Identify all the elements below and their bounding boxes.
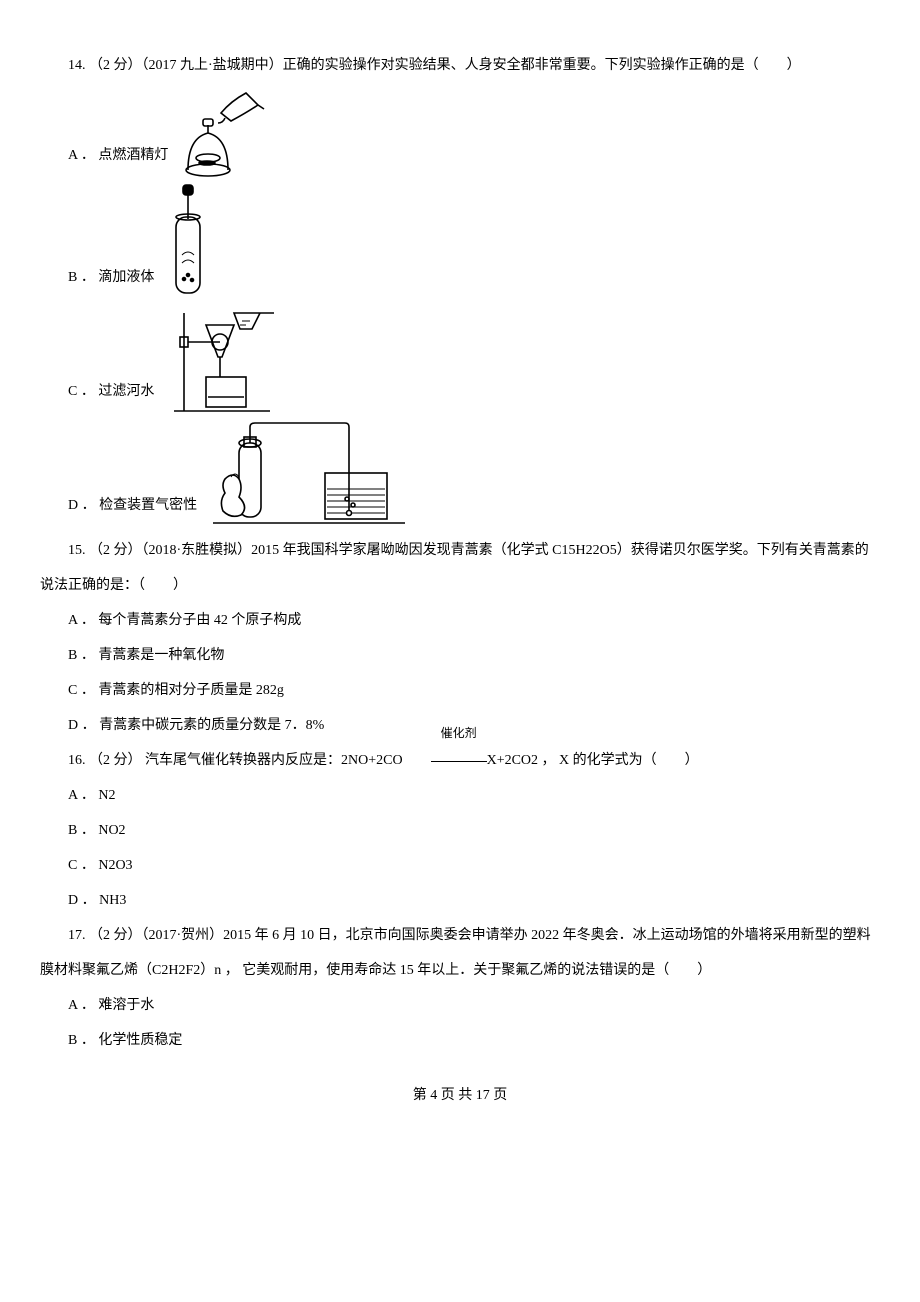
q15-stem: 15. （2 分）（2018·东胜模拟）2015 年我国科学家屠呦呦因发现青蒿素…: [40, 533, 880, 603]
page-footer: 第 4 页 共 17 页: [40, 1078, 880, 1113]
q17-option-a: A ． 难溶于水: [40, 988, 880, 1023]
q16-stem: 16. （2 分） 汽车尾气催化转换器内反应是：2NO+2CO催化剂X+2CO2…: [40, 743, 880, 778]
q14-a-figure: [176, 83, 266, 179]
q16-option-c: C ． N2O3: [40, 848, 880, 883]
q14-c-label: C ． 过滤河水: [68, 374, 154, 415]
q14-option-a: A ． 点燃酒精灯: [68, 83, 880, 179]
q14-d-figure: [205, 419, 415, 529]
reaction-arrow: 催化剂: [403, 743, 487, 778]
q16-option-b: B ． NO2: [40, 813, 880, 848]
q14-b-figure: [162, 183, 214, 301]
q14-d-label: D ． 检查装置气密性: [68, 488, 197, 529]
q14-option-c: C ． 过滤河水: [68, 305, 880, 415]
q14-option-d: D ． 检查装置气密性: [68, 419, 880, 529]
q15-option-a: A ． 每个青蒿素分子由 42 个原子构成: [40, 603, 880, 638]
q16-option-d: D ． NH3: [40, 883, 880, 918]
q14-option-b: B ． 滴加液体: [68, 183, 880, 301]
catalyst-label: 催化剂: [413, 727, 477, 739]
q16-stem-post: X+2CO2 ， X 的化学式为（ ）: [487, 753, 699, 768]
q16-option-a: A ． N2: [40, 778, 880, 813]
q17-stem: 17. （2 分）（2017·贺州）2015 年 6 月 10 日，北京市向国际…: [40, 918, 880, 988]
q14-stem: 14. （2 分）（2017 九上·盐城期中）正确的实验操作对实验结果、人身安全…: [40, 48, 880, 83]
q15-option-c: C ． 青蒿素的相对分子质量是 282g: [40, 673, 880, 708]
q15-option-b: B ． 青蒿素是一种氧化物: [40, 638, 880, 673]
q17-option-b: B ． 化学性质稳定: [40, 1023, 880, 1058]
q14-b-label: B ． 滴加液体: [68, 260, 154, 301]
q14-a-label: A ． 点燃酒精灯: [68, 138, 168, 179]
q16-stem-pre: 16. （2 分） 汽车尾气催化转换器内反应是：2NO+2CO: [68, 753, 403, 768]
q14-c-figure: [162, 305, 282, 415]
